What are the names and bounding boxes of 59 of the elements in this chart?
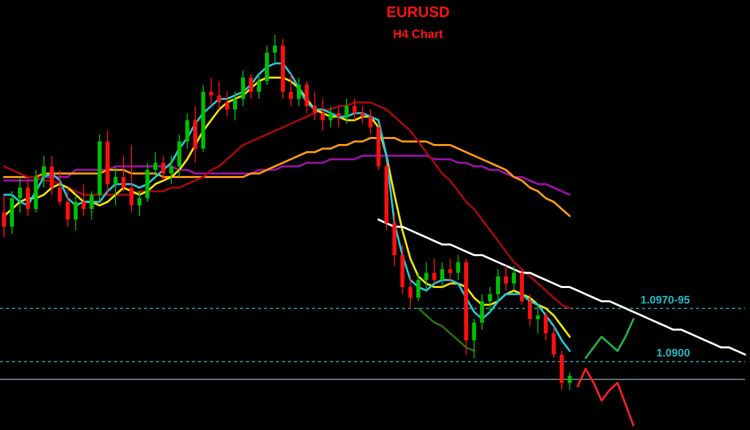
candlestick: [42, 155, 46, 188]
candlestick: [185, 112, 190, 150]
candlestick: [488, 286, 492, 312]
candlestick: [249, 74, 253, 100]
candlestick: [336, 106, 341, 128]
candlestick: [448, 258, 452, 284]
candlestick: [552, 326, 556, 359]
candlestick: [296, 77, 301, 106]
candlestick: [153, 152, 158, 178]
candlestick: [328, 106, 333, 128]
candlestick: [288, 74, 293, 106]
candlestick: [137, 190, 142, 217]
candlestick: [496, 268, 500, 302]
candlestick: [58, 169, 62, 206]
candlestick: [416, 272, 420, 302]
candlestick: [536, 304, 540, 334]
candlestick: [320, 98, 325, 132]
candlestick: [233, 91, 238, 121]
candlestick: [169, 155, 174, 185]
candlestick: [456, 254, 460, 280]
candlestick: [256, 74, 261, 100]
annotation: 1.0900: [656, 348, 690, 360]
candlestick: [114, 166, 118, 206]
candlestick: [408, 276, 412, 309]
candlestick: [304, 80, 309, 114]
candlestick: [360, 106, 365, 124]
chart-subtitle: H4 Chart: [392, 27, 444, 41]
candlestick: [544, 311, 548, 341]
candlestick: [209, 77, 214, 106]
candlestick: [18, 176, 22, 213]
candlestick: [90, 190, 94, 220]
candlestick: [480, 294, 484, 330]
candlestick: [472, 318, 476, 359]
candlestick: [440, 262, 444, 288]
candlestick: [368, 109, 373, 135]
candlestick: [312, 91, 317, 121]
candlestick: [66, 187, 70, 228]
candlestick: [217, 80, 222, 110]
candlestick: [241, 70, 246, 106]
candlestick: [272, 34, 277, 64]
candlestick: [122, 155, 126, 192]
chart-title: EURUSD: [386, 4, 450, 21]
candlestick: [424, 262, 428, 292]
candlestick: [512, 265, 516, 292]
annotation: 1.0970-95: [640, 294, 690, 306]
candlestick: [568, 372, 572, 390]
candlestick: [504, 265, 508, 292]
candlestick: [2, 194, 6, 238]
candlestick: [74, 194, 78, 231]
candlestick: [344, 98, 349, 124]
candlestick: [129, 144, 134, 213]
candlestick: [26, 176, 30, 217]
candlestick: [225, 91, 230, 118]
candlestick: [50, 155, 54, 196]
candlestick: [528, 294, 532, 327]
candlestick: [82, 184, 86, 217]
candlestick: [432, 258, 436, 284]
candlestick: [161, 155, 166, 182]
candlestick: [352, 98, 357, 121]
